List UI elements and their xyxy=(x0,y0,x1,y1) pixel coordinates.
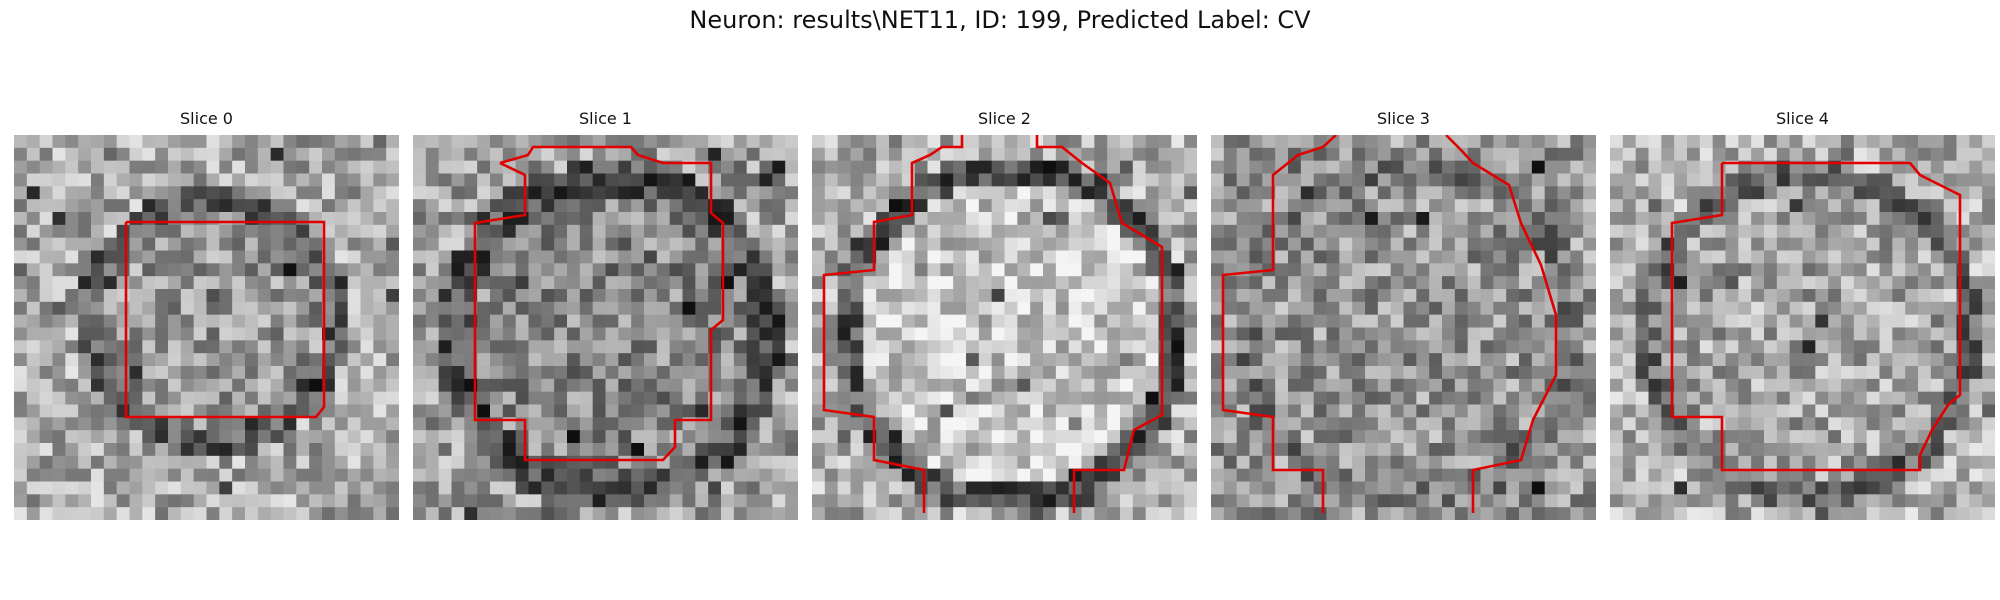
slice-0-image xyxy=(14,135,399,520)
slice-2-contour xyxy=(822,135,964,513)
slice-0-title: Slice 0 xyxy=(180,109,233,128)
slice-3-contour-right xyxy=(1445,135,1558,513)
slice-4-title: Slice 4 xyxy=(1776,109,1829,128)
slice-1-pixels xyxy=(413,135,798,520)
slice-4-header: Slice 4 xyxy=(1610,109,1995,135)
slice-4-image xyxy=(1610,135,1995,520)
slice-3-contour xyxy=(1221,135,1337,513)
slice-2-header: Slice 2 xyxy=(812,109,1197,135)
slice-4-contour xyxy=(1670,161,1962,472)
slice-4-pixels xyxy=(1610,135,1995,520)
slice-2-title: Slice 2 xyxy=(978,109,1031,128)
slice-0-contour xyxy=(124,220,326,419)
slice-3-image xyxy=(1211,135,1596,520)
slice-0-pixels xyxy=(14,135,399,520)
slice-1-image xyxy=(413,135,798,520)
slice-2-contour-right xyxy=(1035,135,1164,513)
slice-1-canvas xyxy=(413,135,798,520)
slice-0-canvas xyxy=(14,135,399,520)
slice-4-canvas xyxy=(1610,135,1995,520)
slice-0-header: Slice 0 xyxy=(14,109,399,135)
slice-2-canvas xyxy=(812,135,1197,520)
slice-1-header: Slice 1 xyxy=(413,109,798,135)
slice-3-pixels xyxy=(1211,135,1596,520)
slice-3-canvas xyxy=(1211,135,1596,520)
slice-1-title: Slice 1 xyxy=(579,109,632,128)
slice-2-pixels xyxy=(812,135,1197,520)
figure-title: Neuron: results\NET11, ID: 199, Predicte… xyxy=(689,6,1311,34)
slice-3-header: Slice 3 xyxy=(1211,109,1596,135)
slice-3-title: Slice 3 xyxy=(1377,109,1430,128)
slice-2-image xyxy=(812,135,1197,520)
slice-1-contour xyxy=(473,145,725,462)
